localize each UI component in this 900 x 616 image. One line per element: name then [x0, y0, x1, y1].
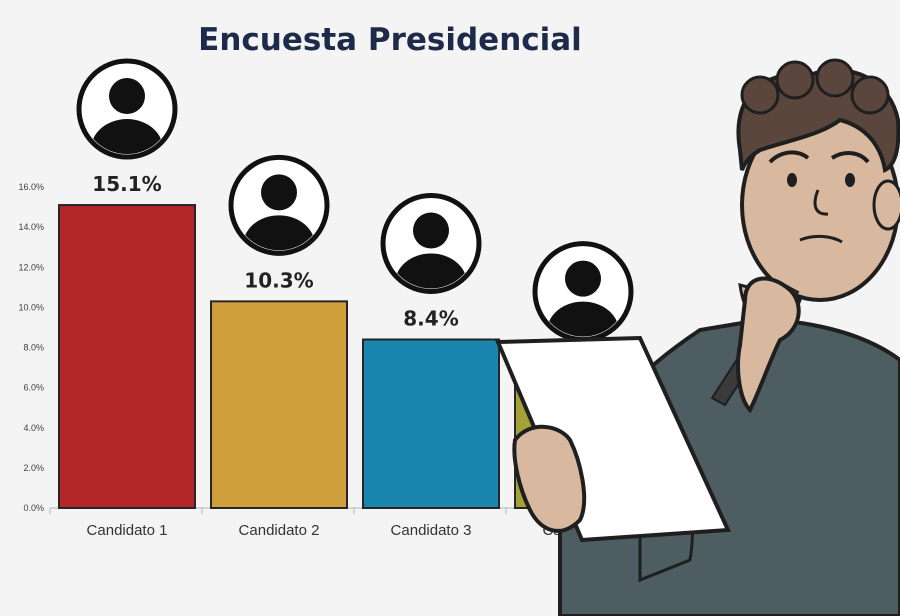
y-tick-label: 14.0% [18, 222, 44, 232]
person-avatar-icon [76, 58, 178, 160]
bar [362, 338, 500, 509]
data-label: 10.3% [244, 268, 313, 292]
avatar-head [413, 212, 449, 249]
thoughtful-man-illustration [495, 58, 900, 616]
chart-title: Encuesta Presidencial [198, 22, 582, 58]
x-category-label: Candidato 1 [87, 522, 168, 539]
y-tick-label: 0.0% [23, 503, 44, 513]
avatar-body [91, 119, 163, 155]
y-tick-label: 4.0% [23, 423, 44, 433]
x-category-label: Candidato 2 [239, 522, 320, 539]
data-label: 8.4% [403, 306, 458, 330]
y-tick-label: 2.0% [23, 463, 44, 473]
person-avatar-icon [380, 192, 482, 294]
y-tick-label: 16.0% [18, 182, 44, 192]
avatar-body [547, 301, 619, 337]
avatar-head [261, 174, 297, 211]
bar [210, 300, 348, 510]
person-avatar-icon [532, 241, 634, 343]
x-category-label: Candidato 3 [391, 522, 472, 539]
avatar-head [565, 260, 601, 297]
person-avatar-icon [228, 154, 330, 256]
bar [58, 204, 196, 509]
y-tick-label: 12.0% [18, 262, 44, 272]
avatar-body [395, 253, 467, 289]
avatar-body [243, 215, 315, 251]
y-tick-label: 8.0% [23, 343, 44, 353]
data-label: 15.1% [92, 172, 161, 196]
y-tick-label: 6.0% [23, 383, 44, 393]
y-tick-label: 10.0% [18, 302, 44, 312]
avatar-head [109, 78, 145, 115]
